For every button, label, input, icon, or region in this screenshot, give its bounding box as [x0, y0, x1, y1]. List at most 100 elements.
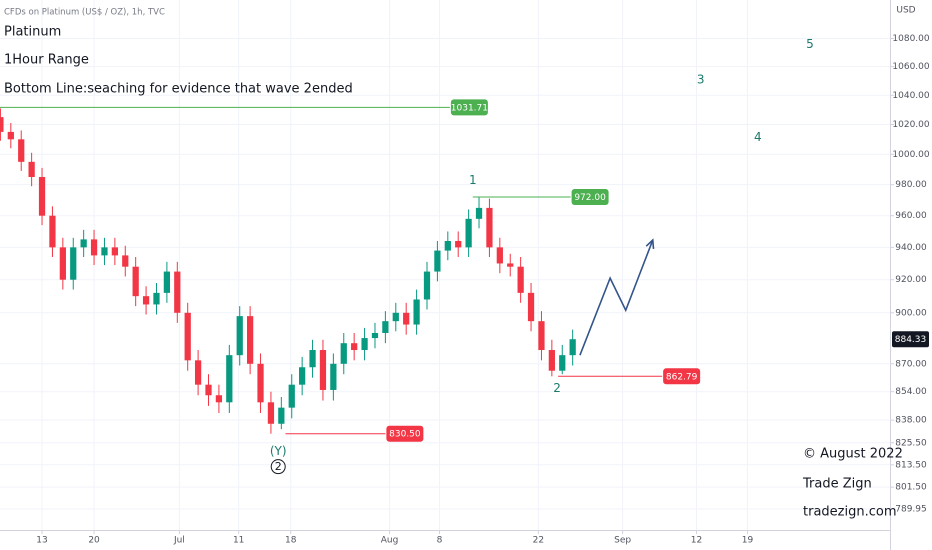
candle: [184, 302, 191, 371]
candle: [163, 261, 171, 303]
projection-path: [579, 239, 654, 356]
candle: [174, 261, 181, 323]
x-tick-label: Jul: [173, 536, 185, 546]
candle: [205, 374, 212, 406]
level-badge: [663, 368, 701, 385]
candle: [257, 353, 264, 414]
level-badge: [571, 189, 609, 206]
candle-body: [538, 321, 545, 351]
level-label: 830.50: [389, 430, 421, 440]
candle: [18, 130, 25, 171]
candle: [0, 108, 4, 141]
x-tick-label: 11: [233, 536, 244, 546]
candle: [38, 167, 46, 226]
candle: [278, 397, 285, 430]
y-tick-label: 801.50: [895, 483, 927, 493]
candle-body: [569, 339, 576, 356]
candle: [122, 245, 129, 277]
candle: [475, 197, 483, 229]
level-badge: [450, 99, 488, 116]
y-tick-label: 940.00: [895, 243, 927, 253]
candle-body: [423, 271, 431, 300]
candle: [215, 384, 223, 414]
candle: [413, 289, 420, 335]
candle-body: [475, 207, 483, 219]
candle: [153, 282, 160, 315]
candle: [101, 237, 108, 266]
candle: [194, 350, 202, 396]
candle-body: [465, 218, 472, 248]
candle-body: [371, 332, 379, 339]
candle-body: [361, 338, 368, 351]
candle: [382, 311, 389, 344]
candle-body: [309, 350, 316, 368]
wave-label: 1: [469, 173, 477, 187]
candle-body: [527, 292, 535, 322]
candle: [7, 123, 14, 149]
candle-body: [38, 177, 46, 216]
y-tick-label: 854.00: [895, 387, 927, 397]
candle-body: [455, 240, 462, 248]
candle-body: [517, 266, 524, 293]
candle: [28, 152, 35, 187]
candle: [247, 306, 254, 375]
projection-arrowhead: [645, 238, 655, 250]
annotation-circle: [270, 459, 286, 475]
axes: 789.95 801.50 813.50 825.50 838.00 854.00 870.…: [36, 34, 930, 545]
level-badge: [386, 425, 424, 442]
candle-body: [496, 247, 503, 264]
subtitle: 1Hour Range: [4, 53, 89, 68]
candle: [423, 261, 431, 310]
wave-label: 2: [275, 460, 282, 473]
candle: [496, 237, 503, 274]
x-tick-label: 12: [691, 536, 702, 546]
x-tick-label: 18: [285, 536, 297, 546]
candle-body: [257, 363, 264, 403]
wave-label: 5: [806, 37, 814, 51]
candle: [299, 356, 306, 396]
candle-body: [122, 255, 129, 267]
y-tick-label: 920.00: [895, 275, 927, 285]
candle-body: [382, 321, 389, 333]
candle: [319, 339, 327, 401]
plot: 1031.71 972.00 830.50 862.79 1 2 (Y) 2 3 4 5: [0, 37, 814, 475]
candle: [142, 286, 150, 315]
candle: [340, 332, 347, 375]
credit: © August 2022: [803, 447, 903, 462]
candle-body: [132, 266, 139, 297]
candle-body: [215, 395, 223, 403]
candle-body: [392, 312, 399, 322]
candle-body: [288, 384, 295, 408]
last-price-label: 884.33: [895, 335, 927, 345]
credit: tradezign.com: [803, 505, 896, 520]
candle-body: [70, 247, 77, 280]
candle: [267, 391, 275, 434]
candle: [538, 311, 545, 361]
candle-body: [7, 131, 14, 140]
note: Bottom Line:seaching for evidence that w…: [4, 82, 353, 97]
y-tick-label: 813.50: [895, 460, 927, 470]
candle-body: [486, 207, 493, 248]
currency: USD: [896, 6, 915, 16]
y-tick-label: 980.00: [895, 180, 927, 190]
y-tick-label: 870.00: [895, 359, 927, 369]
candle: [569, 329, 576, 366]
wave-label: 3: [697, 72, 705, 86]
candle-body: [101, 247, 108, 256]
candle: [236, 306, 243, 366]
y-tick-label: 1080.00: [892, 34, 929, 44]
candle: [517, 257, 524, 303]
y-tick-label: 789.95: [895, 505, 927, 515]
candle-body: [194, 360, 202, 385]
candle-body: [205, 384, 212, 396]
x-tick-label: 8: [437, 536, 443, 546]
candle: [90, 229, 98, 266]
candle-body: [319, 350, 327, 390]
candle: [465, 209, 472, 258]
y-tick-label: 960.00: [895, 211, 927, 221]
candle: [392, 302, 399, 332]
wave-label: 2: [553, 381, 561, 395]
y-tick-label: 838.00: [895, 416, 927, 426]
